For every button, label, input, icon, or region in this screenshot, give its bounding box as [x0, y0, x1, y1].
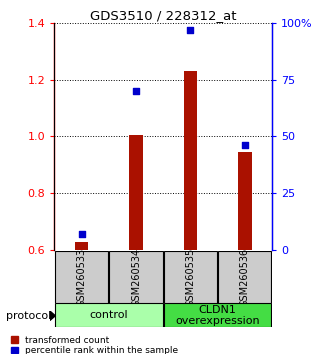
- Text: GSM260534: GSM260534: [131, 247, 141, 307]
- Bar: [164, 251, 217, 303]
- Text: control: control: [90, 310, 128, 320]
- Text: CLDN1
overexpression: CLDN1 overexpression: [175, 304, 260, 326]
- Point: [133, 88, 139, 94]
- Text: GSM260533: GSM260533: [76, 247, 87, 307]
- Bar: [238, 152, 252, 250]
- Bar: [75, 242, 88, 250]
- Polygon shape: [50, 311, 55, 321]
- Bar: [184, 71, 197, 250]
- Point: [79, 231, 84, 236]
- Bar: [129, 135, 143, 250]
- Point: [242, 143, 247, 148]
- Point: [188, 27, 193, 33]
- Legend: transformed count, percentile rank within the sample: transformed count, percentile rank withi…: [11, 336, 179, 354]
- Text: protocol: protocol: [6, 311, 52, 321]
- Bar: [164, 303, 271, 327]
- Title: GDS3510 / 228312_at: GDS3510 / 228312_at: [90, 9, 236, 22]
- Bar: [109, 251, 163, 303]
- Text: GSM260536: GSM260536: [240, 247, 250, 307]
- Bar: [55, 303, 163, 327]
- Text: GSM260535: GSM260535: [185, 247, 196, 307]
- Bar: [55, 251, 108, 303]
- Bar: [218, 251, 271, 303]
